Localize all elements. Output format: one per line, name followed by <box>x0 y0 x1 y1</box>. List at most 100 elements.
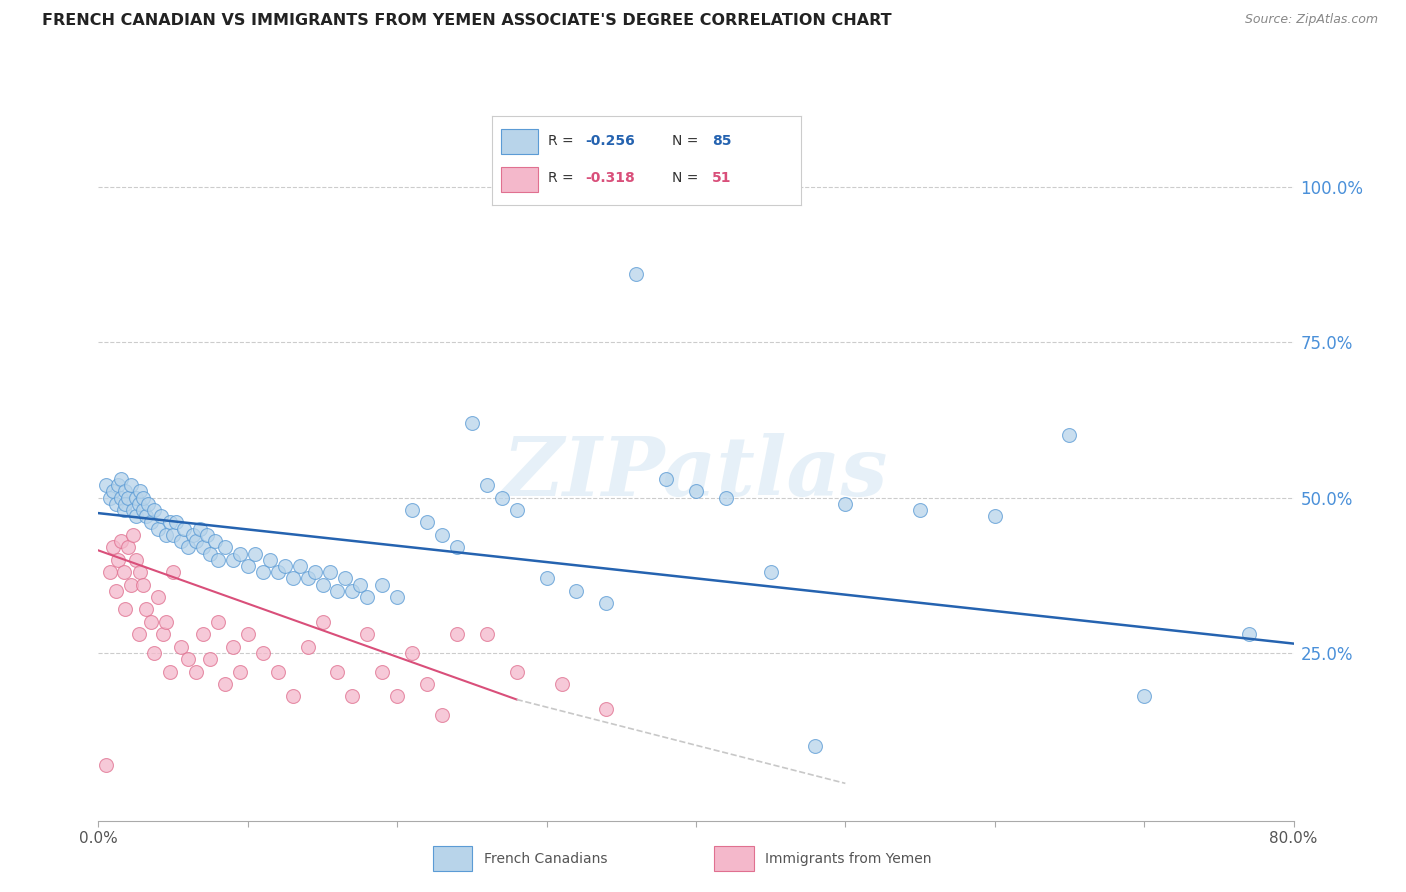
Point <box>105 583 128 598</box>
Point <box>371 577 394 591</box>
Point <box>446 541 468 555</box>
Point <box>129 565 152 579</box>
Point <box>112 503 135 517</box>
FancyBboxPatch shape <box>714 847 754 871</box>
Point <box>655 472 678 486</box>
Point <box>94 757 117 772</box>
Point <box>475 627 498 641</box>
Point <box>214 541 236 555</box>
Point <box>342 583 364 598</box>
Point <box>207 552 229 567</box>
Point <box>155 528 177 542</box>
Point <box>197 528 219 542</box>
Text: ZIPatlas: ZIPatlas <box>503 433 889 513</box>
Point <box>430 708 453 723</box>
Point <box>475 478 498 492</box>
Point <box>1059 428 1081 442</box>
Point <box>236 558 259 573</box>
Text: Source: ZipAtlas.com: Source: ZipAtlas.com <box>1244 13 1378 27</box>
Point <box>297 571 319 585</box>
Point <box>550 677 572 691</box>
Point <box>288 558 311 573</box>
Point <box>204 534 226 549</box>
Point <box>297 640 319 654</box>
Point <box>132 577 155 591</box>
Point <box>371 665 394 679</box>
Point <box>142 503 165 517</box>
Point <box>319 565 342 579</box>
Point <box>110 472 132 486</box>
Point <box>200 547 222 561</box>
Point <box>162 528 184 542</box>
Point <box>252 646 274 660</box>
Point <box>714 491 737 505</box>
Point <box>121 503 143 517</box>
Point <box>114 602 136 616</box>
Point <box>117 491 139 505</box>
Point <box>165 516 187 530</box>
Point <box>281 571 304 585</box>
Point <box>416 677 439 691</box>
Point <box>1237 627 1260 641</box>
Point <box>191 627 214 641</box>
Point <box>114 497 136 511</box>
FancyBboxPatch shape <box>502 129 538 154</box>
Point <box>200 652 222 666</box>
FancyBboxPatch shape <box>433 847 472 871</box>
Point <box>304 565 326 579</box>
Point <box>94 478 117 492</box>
Point <box>191 541 214 555</box>
Point <box>356 627 378 641</box>
Point <box>222 552 245 567</box>
Point <box>506 503 529 517</box>
Point <box>236 627 259 641</box>
Point <box>446 627 468 641</box>
Point <box>120 577 142 591</box>
Point <box>152 627 174 641</box>
Point <box>105 497 128 511</box>
Text: R =: R = <box>548 134 578 148</box>
Point <box>139 615 162 629</box>
Point <box>125 509 148 524</box>
Point <box>114 484 136 499</box>
Point <box>110 491 132 505</box>
Point <box>342 690 364 704</box>
Point <box>506 665 529 679</box>
Point <box>267 565 290 579</box>
Point <box>159 516 181 530</box>
Point <box>159 665 181 679</box>
Point <box>135 509 157 524</box>
Point <box>120 478 142 492</box>
Point <box>401 646 423 660</box>
Point <box>281 690 304 704</box>
Point <box>188 522 211 536</box>
Text: FRENCH CANADIAN VS IMMIGRANTS FROM YEMEN ASSOCIATE'S DEGREE CORRELATION CHART: FRENCH CANADIAN VS IMMIGRANTS FROM YEMEN… <box>42 13 891 29</box>
Point <box>129 484 152 499</box>
Point <box>565 583 588 598</box>
Point <box>326 665 349 679</box>
Point <box>148 590 170 604</box>
Point <box>100 565 122 579</box>
Point <box>107 478 129 492</box>
Point <box>356 590 378 604</box>
Point <box>311 615 333 629</box>
Point <box>125 491 148 505</box>
Text: N =: N = <box>672 134 702 148</box>
Point <box>430 528 453 542</box>
Point <box>626 267 648 281</box>
Point <box>214 677 236 691</box>
Point <box>759 565 782 579</box>
Point <box>148 522 170 536</box>
Point <box>595 702 617 716</box>
Point <box>461 416 484 430</box>
Point <box>132 491 155 505</box>
Point <box>259 552 281 567</box>
Point <box>326 583 349 598</box>
Point <box>252 565 274 579</box>
Point <box>128 497 150 511</box>
Point <box>169 534 191 549</box>
Point <box>112 565 135 579</box>
Point <box>349 577 371 591</box>
Point <box>125 552 148 567</box>
Point <box>385 590 409 604</box>
